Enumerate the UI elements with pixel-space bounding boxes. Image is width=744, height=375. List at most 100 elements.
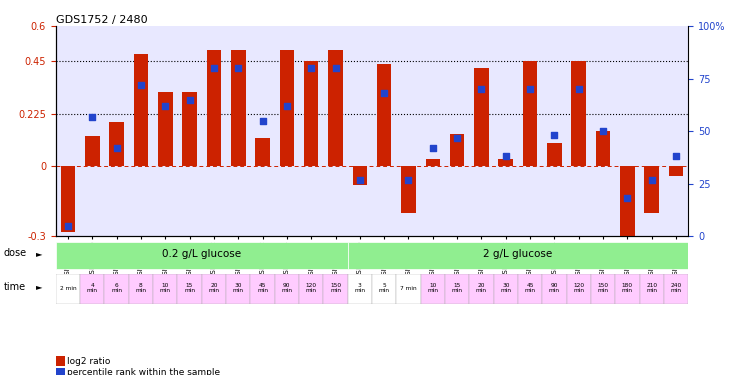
- Bar: [547, 143, 562, 166]
- Bar: [177, 274, 202, 304]
- Text: 15
min: 15 min: [452, 283, 463, 293]
- Bar: [620, 166, 635, 238]
- Point: [135, 82, 147, 88]
- Text: 30
min: 30 min: [500, 283, 511, 293]
- Bar: [669, 166, 683, 176]
- Bar: [347, 242, 688, 268]
- Bar: [426, 159, 440, 166]
- Text: 90
min: 90 min: [549, 283, 560, 293]
- Bar: [567, 274, 591, 304]
- Bar: [226, 274, 251, 304]
- Text: 20
min: 20 min: [208, 283, 219, 293]
- Bar: [255, 138, 270, 166]
- Text: 2 min: 2 min: [60, 286, 77, 291]
- Bar: [420, 274, 445, 304]
- Point: [548, 132, 560, 138]
- Bar: [596, 131, 610, 166]
- Text: 120
min: 120 min: [573, 283, 584, 293]
- Text: 30
min: 30 min: [233, 283, 244, 293]
- Bar: [129, 274, 153, 304]
- Bar: [498, 159, 513, 166]
- Bar: [445, 274, 469, 304]
- Bar: [207, 50, 221, 166]
- Point: [232, 65, 244, 71]
- Text: 10
min: 10 min: [160, 283, 171, 293]
- Bar: [347, 274, 372, 304]
- Point: [525, 86, 536, 92]
- Point: [159, 103, 171, 109]
- Bar: [664, 274, 688, 304]
- Text: 150
min: 150 min: [330, 283, 341, 293]
- Bar: [523, 61, 537, 166]
- Bar: [377, 64, 391, 166]
- Bar: [304, 61, 318, 166]
- Point: [597, 128, 609, 134]
- Point: [378, 90, 390, 96]
- Text: 180
min: 180 min: [622, 283, 633, 293]
- Point: [670, 153, 682, 159]
- Text: ►: ►: [36, 282, 42, 291]
- Point: [646, 177, 658, 183]
- Bar: [493, 274, 518, 304]
- Point: [621, 195, 633, 201]
- Bar: [353, 166, 367, 185]
- Text: percentile rank within the sample: percentile rank within the sample: [67, 368, 220, 375]
- Bar: [56, 242, 347, 268]
- Text: 10
min: 10 min: [427, 283, 438, 293]
- Text: 4
min: 4 min: [87, 283, 97, 293]
- Text: 6
min: 6 min: [111, 283, 122, 293]
- Text: ►: ►: [36, 249, 42, 258]
- Point: [86, 114, 98, 120]
- Text: 8
min: 8 min: [135, 283, 147, 293]
- Point: [330, 65, 341, 71]
- Point: [257, 118, 269, 124]
- Bar: [299, 274, 324, 304]
- Text: time: time: [4, 282, 26, 292]
- Bar: [80, 274, 104, 304]
- Text: 7 min: 7 min: [400, 286, 417, 291]
- Bar: [474, 68, 489, 166]
- Bar: [324, 274, 347, 304]
- Point: [281, 103, 293, 109]
- Point: [354, 177, 366, 183]
- Text: 120
min: 120 min: [306, 283, 317, 293]
- Bar: [640, 274, 664, 304]
- Point: [111, 145, 123, 151]
- Text: 20
min: 20 min: [476, 283, 487, 293]
- Bar: [153, 274, 177, 304]
- Point: [500, 153, 512, 159]
- Bar: [134, 54, 148, 166]
- Bar: [104, 274, 129, 304]
- Text: log2 ratio: log2 ratio: [67, 357, 110, 366]
- Bar: [328, 50, 343, 166]
- Point: [573, 86, 585, 92]
- Bar: [372, 274, 397, 304]
- Bar: [644, 166, 659, 213]
- Point: [475, 86, 487, 92]
- Bar: [397, 274, 420, 304]
- Point: [184, 97, 196, 103]
- Text: dose: dose: [4, 248, 27, 258]
- Bar: [109, 122, 124, 166]
- Bar: [591, 274, 615, 304]
- Bar: [275, 274, 299, 304]
- Point: [403, 177, 414, 183]
- Text: 45
min: 45 min: [525, 283, 536, 293]
- Point: [451, 135, 463, 141]
- Bar: [450, 134, 464, 166]
- Text: 0.2 g/L glucose: 0.2 g/L glucose: [162, 249, 241, 259]
- Point: [208, 65, 220, 71]
- Text: 2 g/L glucose: 2 g/L glucose: [484, 249, 553, 259]
- Bar: [158, 92, 173, 166]
- Text: 90
min: 90 min: [281, 283, 292, 293]
- Text: 45
min: 45 min: [257, 283, 268, 293]
- Bar: [615, 274, 640, 304]
- Bar: [469, 274, 493, 304]
- Bar: [61, 166, 75, 232]
- Bar: [542, 274, 567, 304]
- Point: [305, 65, 317, 71]
- Bar: [231, 50, 246, 166]
- Text: GDS1752 / 2480: GDS1752 / 2480: [56, 15, 147, 26]
- Bar: [280, 50, 294, 166]
- Bar: [202, 274, 226, 304]
